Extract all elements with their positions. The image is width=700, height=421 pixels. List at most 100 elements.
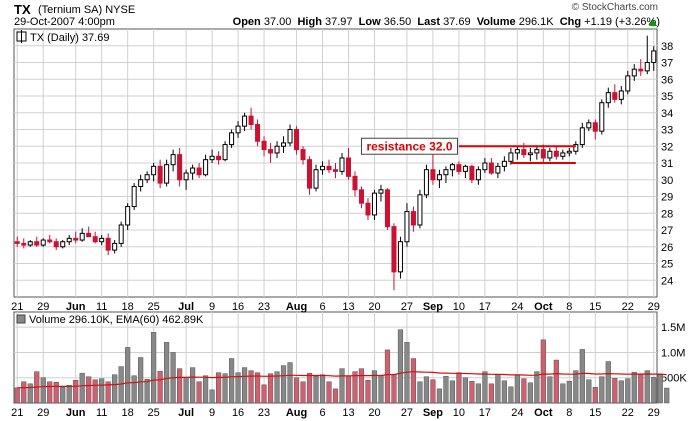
candle	[566, 147, 572, 157]
candle-body	[144, 174, 150, 181]
candle	[177, 147, 183, 187]
candle	[631, 64, 637, 81]
volume-x-tick-label: 6	[319, 407, 325, 419]
candle	[371, 189, 377, 220]
candle	[47, 235, 53, 244]
x-tick-label: 24	[511, 301, 523, 313]
candle	[352, 171, 358, 197]
candle-body	[112, 242, 118, 251]
candle-body	[553, 150, 559, 157]
candle-body	[99, 237, 105, 243]
candle-body	[365, 202, 371, 216]
candle	[560, 149, 566, 160]
candle-body	[358, 189, 364, 204]
candle	[573, 141, 579, 155]
volume-bar	[144, 378, 150, 404]
x-tick-label: 25	[148, 301, 160, 313]
candle	[319, 161, 326, 175]
volume-bar	[151, 331, 157, 404]
candle-body	[371, 192, 377, 216]
candle-body	[586, 122, 592, 129]
low-value: 36.50	[383, 16, 412, 28]
volume-bar	[579, 349, 585, 404]
candle	[586, 119, 592, 132]
candle	[644, 35, 650, 75]
volume-bar	[573, 370, 579, 404]
volume-bar	[79, 372, 85, 404]
volume-bar	[664, 387, 670, 404]
volume-bar	[423, 376, 430, 404]
volume-x-tick-label: 21	[11, 407, 23, 419]
candle-body	[560, 152, 566, 157]
candle-body	[540, 149, 546, 159]
volume-bar	[40, 377, 46, 404]
candle	[391, 223, 397, 291]
candle-body	[566, 150, 572, 154]
candle	[300, 146, 306, 165]
volume-x-tick-label: 16	[232, 407, 244, 419]
volume-x-tick-label: 27	[401, 407, 413, 419]
volume-bar	[352, 371, 358, 404]
volume-bar	[599, 376, 605, 404]
candle	[27, 240, 33, 247]
candle	[222, 141, 228, 162]
volume-bar	[560, 383, 566, 404]
candle-body	[599, 102, 605, 132]
candle	[534, 146, 540, 160]
candle-body	[391, 226, 397, 273]
volume-x-tick-label: 9	[209, 407, 215, 419]
candle	[157, 159, 163, 189]
candle-body	[125, 206, 131, 226]
volume-bar	[657, 374, 663, 404]
candle	[164, 159, 170, 187]
candle	[209, 149, 215, 163]
volume-bar	[443, 375, 449, 404]
last-value: 37.69	[443, 16, 471, 28]
candle	[255, 119, 261, 147]
candle	[144, 171, 150, 184]
candle-body	[281, 142, 287, 147]
candle	[638, 59, 644, 76]
candle	[378, 184, 384, 202]
volume-bar	[73, 380, 79, 404]
candle-body	[40, 239, 46, 246]
candle	[190, 164, 196, 180]
candle	[592, 119, 598, 140]
volume-bar	[436, 388, 443, 404]
candle	[514, 146, 520, 160]
volume-bar	[586, 379, 592, 404]
candle	[651, 46, 657, 71]
volume-tick-label: 1.5M	[661, 322, 685, 334]
candle	[40, 238, 46, 247]
candle	[384, 188, 390, 230]
volume-bar	[92, 379, 98, 404]
candle-body	[86, 232, 92, 238]
chg-value: +1.19 (+3.26%)	[584, 16, 660, 28]
candle-body	[255, 123, 261, 142]
candle-body	[268, 149, 274, 154]
volume-bar	[112, 374, 118, 404]
volume-bar	[157, 370, 163, 404]
x-tick-label: Sep	[423, 301, 443, 313]
volume-bar	[449, 380, 455, 404]
candle	[274, 141, 280, 158]
candle	[242, 112, 248, 132]
quote-summary: Open 37.00 High 37.97 Low 36.50 Last 37.…	[233, 16, 660, 28]
volume-bar	[203, 375, 209, 404]
candle-body	[579, 127, 585, 146]
candle	[397, 236, 403, 279]
price-tick-label: 36	[661, 74, 673, 86]
candle-body	[644, 62, 650, 72]
volume-bar	[248, 370, 254, 404]
price-tick-label: 27	[661, 225, 673, 237]
x-tick-label: 18	[122, 301, 134, 313]
volume-value: 296.1K	[518, 16, 554, 28]
volume-x-tick-label: 24	[511, 407, 523, 419]
candle-body	[261, 140, 267, 151]
price-tick-label: 33	[661, 125, 673, 137]
open-value: 37.00	[263, 16, 292, 28]
volume-bar	[651, 376, 657, 404]
volume-bar	[397, 329, 404, 404]
volume-bar	[456, 372, 462, 404]
candle	[287, 124, 293, 147]
